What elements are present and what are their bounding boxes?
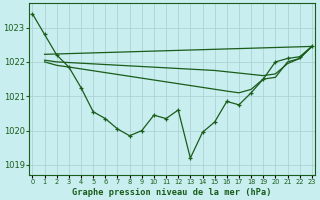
X-axis label: Graphe pression niveau de la mer (hPa): Graphe pression niveau de la mer (hPa) bbox=[72, 188, 272, 197]
